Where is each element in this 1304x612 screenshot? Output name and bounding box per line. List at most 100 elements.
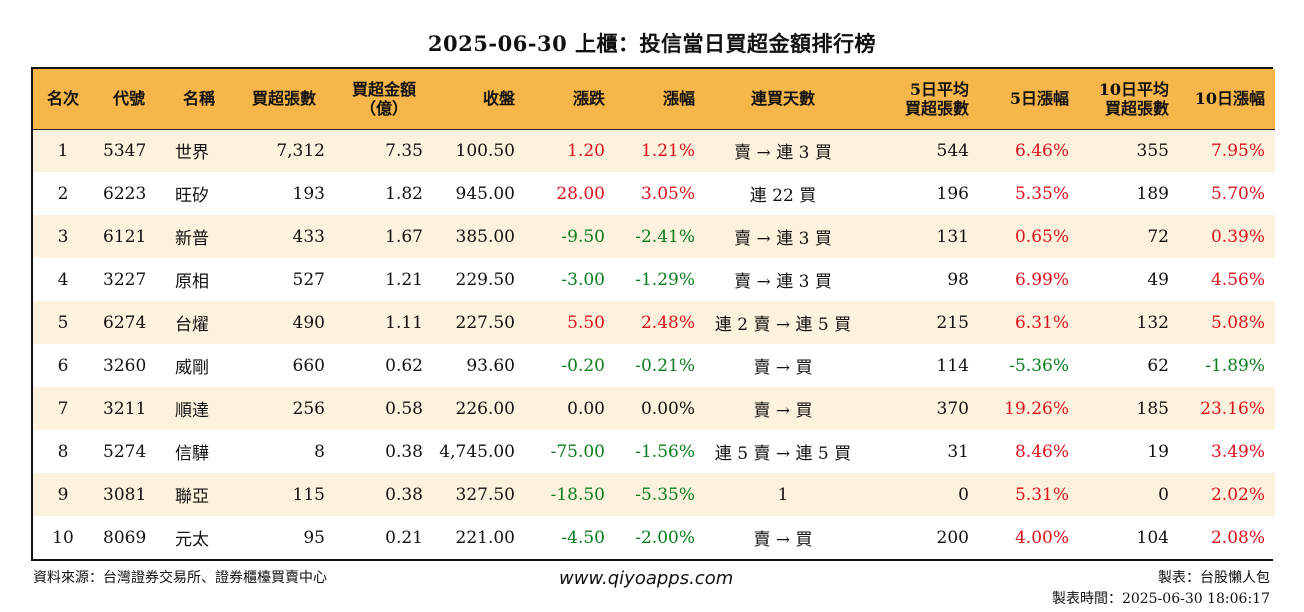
cell-name: 信驊	[175, 444, 209, 464]
cell-avg10: 132	[1136, 312, 1169, 333]
cell-code: 3211	[103, 398, 147, 419]
cell-net-buy-amount: 7.35	[385, 140, 423, 161]
cell-avg5: 370	[936, 398, 969, 419]
header-avg10-line2: 買超張數	[1104, 98, 1169, 118]
cell-close: 327.50	[455, 484, 515, 505]
cell-net-buy-amount: 0.38	[385, 441, 423, 462]
cell-code: 6274	[103, 312, 147, 333]
cell-code: 3260	[103, 355, 147, 376]
cell-streak: 賣 → 連 3 買	[734, 229, 832, 249]
cell-pct10: 23.16%	[1200, 398, 1265, 419]
cell-pct5: 5.31%	[1014, 484, 1069, 505]
data-source: 資料來源：台灣證券交易所、證券櫃檯買賣中心	[33, 570, 327, 586]
cell-avg5: 114	[936, 355, 969, 376]
table-row: 9 3081 聯亞 115 0.38 327.50 -18.50 -5.35% 1 0 5.31% 0…	[33, 473, 1275, 516]
cell-close: 93.60	[466, 355, 515, 376]
header-streak: 連買天數	[705, 69, 861, 130]
cell-pct5: 6.99%	[1014, 269, 1069, 290]
table-row: 3 6121 新普 433 1.67 385.00 -9.50 -2.41% 賣 → 連 3 買…	[33, 215, 1275, 258]
cell-close: 229.50	[455, 269, 515, 290]
cell-pct5: 5.35%	[1014, 183, 1069, 204]
cell-name: 旺矽	[175, 186, 209, 206]
cell-pct10: -1.89%	[1205, 355, 1265, 376]
cell-change-pct: -5.35%	[635, 484, 695, 505]
cell-avg5: 544	[936, 140, 969, 161]
cell-avg5: 31	[947, 441, 969, 462]
header-net-buy-amount: 買超金額 （億）	[335, 69, 433, 130]
cell-change: -3.00	[561, 269, 605, 290]
table-row: 1 5347 世界 7,312 7.35 100.50 1.20 1.21% 賣 → 連 3 買…	[33, 129, 1275, 172]
cell-avg10: 19	[1147, 441, 1169, 462]
cell-name: 順達	[175, 401, 209, 421]
cell-change: -75.00	[550, 441, 605, 462]
cell-avg10: 189	[1136, 183, 1169, 204]
cell-avg5: 98	[947, 269, 969, 290]
header-code: 代號	[93, 69, 165, 130]
cell-name: 世界	[175, 143, 209, 164]
cell-name: 威剛	[175, 358, 209, 378]
cell-pct10: 0.39%	[1210, 226, 1265, 247]
cell-change: -4.50	[561, 527, 605, 548]
table-header-row: 名次 代號 名稱 買超張數 買超金額 （億） 收盤 漲跌 漲幅 連買天數 5日平…	[33, 69, 1275, 130]
table-row: 7 3211 順達 256 0.58 226.00 0.00 0.00% 賣 → 買 370 19.…	[33, 387, 1275, 430]
cell-pct10: 3.49%	[1210, 441, 1265, 462]
cell-code: 8069	[103, 527, 147, 548]
cell-rank: 7	[57, 398, 69, 419]
cell-rank: 6	[57, 355, 69, 376]
cell-net-buy-amount: 0.58	[385, 398, 423, 419]
header-pct5: 5日漲幅	[979, 69, 1079, 130]
cell-change-pct: -2.00%	[635, 527, 695, 548]
cell-avg5: 200	[936, 527, 969, 548]
cell-streak: 賣 → 買	[753, 401, 813, 421]
cell-streak: 賣 → 連 3 買	[734, 143, 832, 164]
cell-net-buy-shares: 193	[292, 183, 325, 204]
cell-avg10: 104	[1136, 527, 1169, 548]
cell-change-pct: 3.05%	[640, 183, 695, 204]
cell-pct10: 2.02%	[1210, 484, 1265, 505]
cell-net-buy-amount: 1.11	[385, 312, 423, 333]
cell-streak: 1	[777, 484, 789, 505]
table-row: 4 3227 原相 527 1.21 229.50 -3.00 -1.29% 賣 → 連 3 買…	[33, 258, 1275, 301]
cell-avg5: 131	[936, 226, 969, 247]
cell-change-pct: 1.21%	[640, 140, 695, 161]
table-row: 2 6223 旺矽 193 1.82 945.00 28.00 3.05% 連 22 買 196 5…	[33, 172, 1275, 215]
cell-net-buy-amount: 0.62	[385, 355, 423, 376]
cell-streak: 賣 → 買	[753, 530, 813, 550]
cell-streak: 連 5 賣 → 連 5 買	[714, 444, 852, 464]
cell-net-buy-shares: 8	[314, 441, 325, 462]
cell-avg10: 62	[1147, 355, 1169, 376]
header-avg5: 5日平均 買超張數	[861, 69, 979, 130]
header-avg10: 10日平均 買超張數	[1079, 69, 1179, 130]
cell-change: 0.00	[567, 398, 605, 419]
header-avg5-line1: 5日平均	[909, 79, 969, 99]
header-net-buy-amount-line2: （億）	[359, 98, 408, 118]
cell-avg5: 0	[958, 484, 969, 505]
cell-net-buy-shares: 527	[292, 269, 325, 290]
cell-avg10: 355	[1136, 140, 1169, 161]
header-pct10: 10日漲幅	[1179, 69, 1275, 130]
cell-change: -0.20	[561, 355, 605, 376]
cell-code: 3081	[103, 484, 147, 505]
website-link[interactable]: www.qiyoapps.com	[559, 568, 734, 589]
table-row: 8 5274 信驊 8 0.38 4,745.00 -75.00 -1.56% 連 5 賣 → …	[33, 430, 1275, 473]
cell-pct10: 2.08%	[1210, 527, 1265, 548]
cell-close: 385.00	[455, 226, 515, 247]
cell-change-pct: -0.21%	[635, 355, 695, 376]
cell-close: 227.50	[455, 312, 515, 333]
cell-pct5: 0.65%	[1014, 226, 1069, 247]
ranking-table: 名次 代號 名稱 買超張數 買超金額 （億） 收盤 漲跌 漲幅 連買天數 5日平…	[31, 67, 1275, 561]
cell-net-buy-amount: 0.38	[385, 484, 423, 505]
cell-pct5: 4.00%	[1014, 527, 1069, 548]
cell-streak: 連 22 買	[749, 186, 817, 206]
cell-net-buy-amount: 1.82	[385, 183, 423, 204]
cell-pct10: 7.95%	[1210, 140, 1265, 161]
cell-net-buy-shares: 115	[292, 484, 325, 505]
cell-code: 5274	[103, 441, 147, 462]
cell-net-buy-amount: 1.21	[385, 269, 423, 290]
maker: 製表：台股懶人包	[1158, 570, 1270, 586]
table-row: 10 8069 元太 95 0.21 221.00 -4.50 -2.00% 賣 → 買 200 4…	[33, 516, 1275, 559]
cell-avg5: 196	[936, 183, 969, 204]
cell-pct10: 4.56%	[1210, 269, 1265, 290]
header-name: 名稱	[165, 69, 233, 130]
cell-code: 6121	[103, 226, 147, 247]
